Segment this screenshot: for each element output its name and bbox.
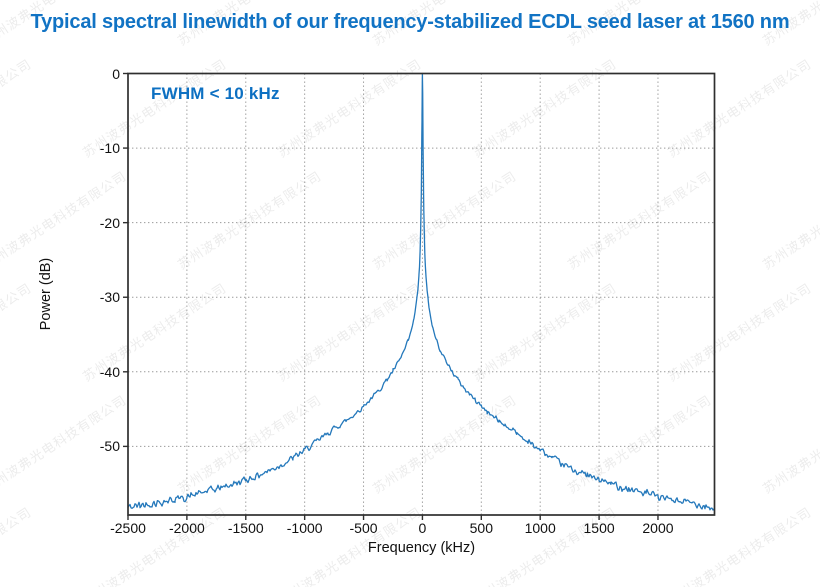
x-tick-label: 1500 <box>583 520 615 536</box>
spectrum-curve <box>127 72 715 511</box>
y-tick-label: -20 <box>99 214 120 231</box>
y-tick-label: -30 <box>99 289 120 306</box>
x-tick-label: 500 <box>469 520 493 536</box>
chart-title: Typical spectral linewidth of our freque… <box>30 11 790 33</box>
x-tick-label: -2000 <box>168 520 205 536</box>
y-tick-label: 0 <box>112 65 120 82</box>
x-axis-label: Frequency (kHz) <box>367 540 476 556</box>
x-tick-label: 1000 <box>524 520 556 536</box>
plot-frame <box>127 72 716 516</box>
x-tick-label: -2500 <box>110 520 146 536</box>
x-tick-label: 0 <box>418 520 427 536</box>
y-tick-label: -40 <box>99 363 120 380</box>
y-tick-label: -10 <box>99 140 120 157</box>
x-tick-label: -1500 <box>227 520 264 536</box>
y-tick-label: -50 <box>99 438 120 455</box>
fwhm-annotation: FWHM < 10 kHz <box>151 84 280 103</box>
x-tick-label: -500 <box>349 520 378 536</box>
x-tick-label: -1000 <box>286 520 323 536</box>
x-tick-label: 2000 <box>642 520 674 536</box>
